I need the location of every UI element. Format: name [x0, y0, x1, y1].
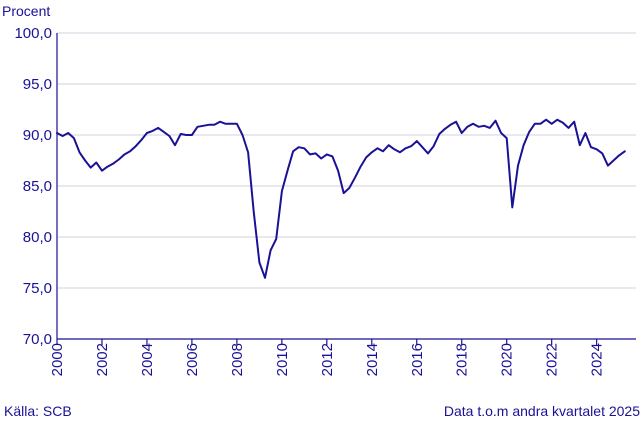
x-tick-label: 2004 — [139, 343, 156, 376]
y-tick-label: 85,0 — [23, 178, 52, 195]
x-tick-label: 2016 — [409, 343, 426, 376]
x-tick-label: 2000 — [49, 343, 66, 376]
source-label: Källa: SCB — [4, 403, 72, 419]
y-tick-label: 90,0 — [23, 127, 52, 144]
x-tick-label: 2020 — [499, 343, 516, 376]
series-line — [56, 118, 626, 279]
data-note-label: Data t.o.m andra kvartalet 2025 — [444, 403, 640, 419]
y-tick-label: 100,0 — [14, 25, 52, 42]
grid-lines — [57, 32, 636, 289]
y-axis-unit-label: Procent — [2, 3, 50, 19]
x-tick-label: 2012 — [319, 343, 336, 376]
x-tick-label: 2024 — [589, 343, 606, 376]
x-axis-ticks: 2000 2002 2004 2006 2008 2010 2012 2014 2016 2018… — [49, 339, 606, 376]
x-tick-label: 2002 — [94, 343, 111, 376]
x-tick-label: 2022 — [544, 343, 561, 376]
y-tick-label: 80,0 — [23, 229, 52, 246]
y-tick-label: 70,0 — [23, 331, 52, 348]
x-tick-label: 2008 — [229, 343, 246, 376]
x-tick-label: 2018 — [454, 343, 471, 376]
y-tick-label: 95,0 — [23, 76, 52, 93]
x-tick-label: 2014 — [364, 343, 381, 376]
x-tick-label: 2010 — [274, 343, 291, 376]
y-tick-label: 75,0 — [23, 280, 52, 297]
y-axis-ticks: 70,0 75,0 80,0 85,0 90,0 95,0 100,0 — [14, 25, 52, 348]
x-tick-label: 2006 — [184, 343, 201, 376]
